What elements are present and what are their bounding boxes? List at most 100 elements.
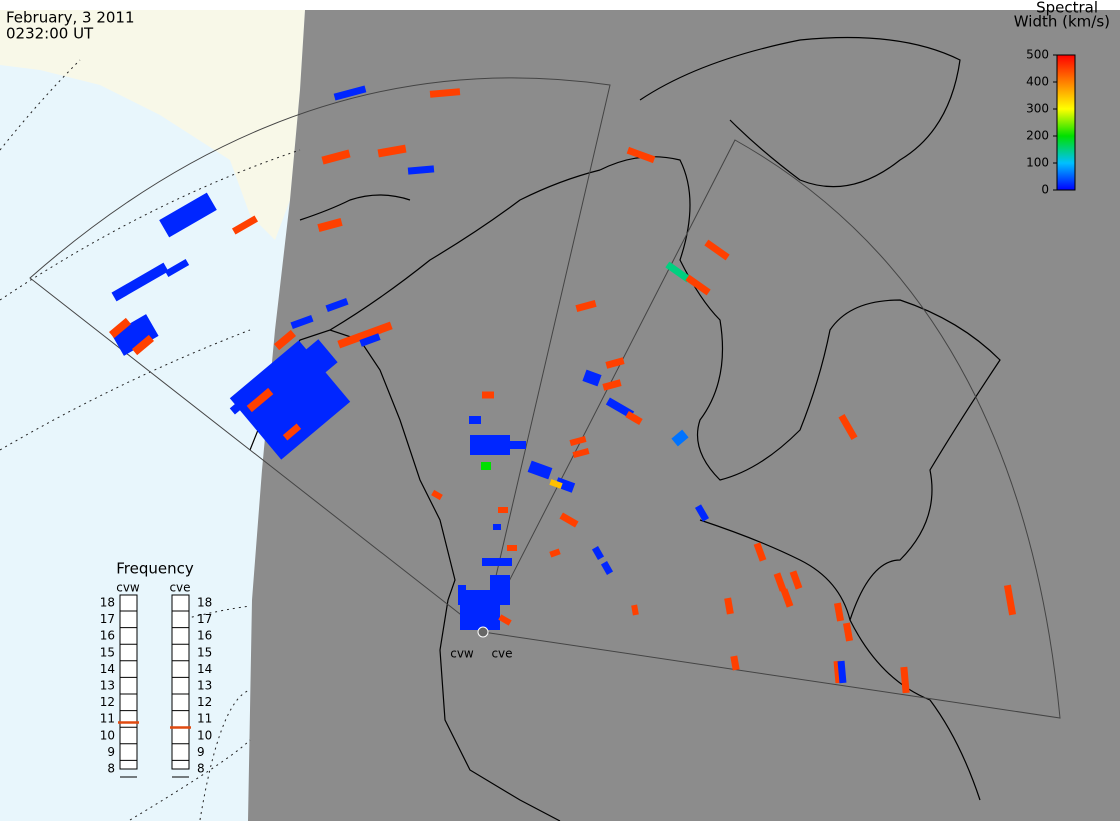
frequency-tick-label: 8 xyxy=(197,762,205,776)
echo xyxy=(626,146,656,164)
echo xyxy=(246,387,274,413)
colorbar-title: Width (km/s) xyxy=(1014,13,1110,31)
echo xyxy=(602,379,622,391)
colorbar-tick-label: 200 xyxy=(1026,129,1049,143)
frequency-tick-label: 18 xyxy=(197,596,212,610)
colorbar-tick-label: 100 xyxy=(1026,156,1049,170)
echo xyxy=(685,274,711,296)
echo xyxy=(837,660,847,684)
echo xyxy=(833,602,845,622)
echo xyxy=(231,215,259,235)
frequency-tick-label: 13 xyxy=(197,679,212,693)
site-label: cvw xyxy=(450,647,474,661)
echo xyxy=(773,572,787,592)
date: February, 3 2011 xyxy=(6,9,135,27)
echo xyxy=(730,655,740,671)
site-label: cve xyxy=(491,647,512,661)
echo xyxy=(229,395,251,415)
frequency-tick-label: 17 xyxy=(100,612,115,626)
frequency-tick-label: 15 xyxy=(197,645,212,659)
colorbar-tick-label: 400 xyxy=(1026,75,1049,89)
colorbar xyxy=(1056,54,1076,191)
frequency-tick-label: 16 xyxy=(100,629,115,643)
echo xyxy=(482,391,494,399)
echo xyxy=(498,614,512,626)
echo xyxy=(591,546,605,560)
echo xyxy=(333,85,367,101)
echo xyxy=(377,144,407,158)
echo xyxy=(290,314,314,330)
echo xyxy=(159,192,217,238)
echo xyxy=(132,334,154,356)
colorbar-tick-label: 300 xyxy=(1026,102,1049,116)
night-region xyxy=(248,10,1120,821)
echo xyxy=(605,397,635,419)
echo xyxy=(470,435,510,455)
echo xyxy=(625,410,643,426)
colorbar-ticks: 0 100 200 300 400 500 xyxy=(1026,48,1057,197)
echo xyxy=(631,604,639,616)
echo xyxy=(429,88,461,98)
frequency-tick-label: 17 xyxy=(197,612,212,626)
echo xyxy=(111,262,169,302)
frequency-tick-label: 12 xyxy=(197,695,212,709)
grid-lines xyxy=(0,59,301,821)
echo xyxy=(498,507,508,513)
echo xyxy=(431,489,443,501)
time: 0232:00 UT xyxy=(6,25,94,43)
echo xyxy=(575,300,597,312)
radar-name: cvw xyxy=(116,581,140,595)
frequency-tick-label: 12 xyxy=(100,695,115,709)
frequency-tick-label: 14 xyxy=(100,662,115,676)
echo xyxy=(325,297,349,313)
echo xyxy=(507,545,517,551)
frequency-tick-label: 9 xyxy=(107,745,115,759)
echo xyxy=(527,460,553,480)
echo xyxy=(493,524,501,530)
frequency-tick-label: 13 xyxy=(100,679,115,693)
echo xyxy=(272,339,338,401)
echo xyxy=(724,597,734,615)
frequency-panel: cvw 8 9 10 11 12 13 14 15 16 17 18 cve 8 9 10 11 12 13 14 15… xyxy=(100,581,212,778)
echo xyxy=(671,429,689,447)
echo xyxy=(572,448,590,458)
radar-name: cve xyxy=(169,581,190,595)
frequency-tick-label: 10 xyxy=(197,728,212,742)
echo xyxy=(753,542,767,562)
echo xyxy=(900,666,910,694)
echo xyxy=(704,239,730,261)
echo xyxy=(337,321,393,349)
echo xyxy=(789,570,803,590)
frequency-tick-label: 11 xyxy=(197,712,212,726)
echo xyxy=(458,585,466,605)
echo xyxy=(359,333,381,347)
colorbar-title: Spectral xyxy=(1036,0,1098,17)
frequency-box xyxy=(171,594,190,770)
echo xyxy=(317,218,343,232)
frequency-tick-label: 9 xyxy=(197,745,205,759)
echo xyxy=(549,548,561,558)
frequency-tick-label: 15 xyxy=(100,645,115,659)
echo xyxy=(842,622,854,642)
echo xyxy=(569,436,587,446)
echo xyxy=(111,314,159,356)
echo xyxy=(282,423,302,441)
echo xyxy=(554,477,576,493)
echo xyxy=(694,504,710,522)
frequency-tick-label: 10 xyxy=(100,728,115,742)
echo xyxy=(780,588,794,608)
echo xyxy=(600,561,614,575)
coastlines xyxy=(249,36,1001,821)
frequency-title: Frequency xyxy=(116,560,194,578)
echo xyxy=(582,369,602,387)
echo xyxy=(109,317,131,339)
echo xyxy=(490,575,510,605)
colorbar-tick-label: 500 xyxy=(1026,48,1049,62)
echo xyxy=(274,329,296,351)
radar-fields-of-view xyxy=(29,77,1061,719)
echo xyxy=(605,357,625,369)
echo xyxy=(482,558,512,566)
frequency-tick-label: 8 xyxy=(107,762,115,776)
land xyxy=(0,10,305,240)
